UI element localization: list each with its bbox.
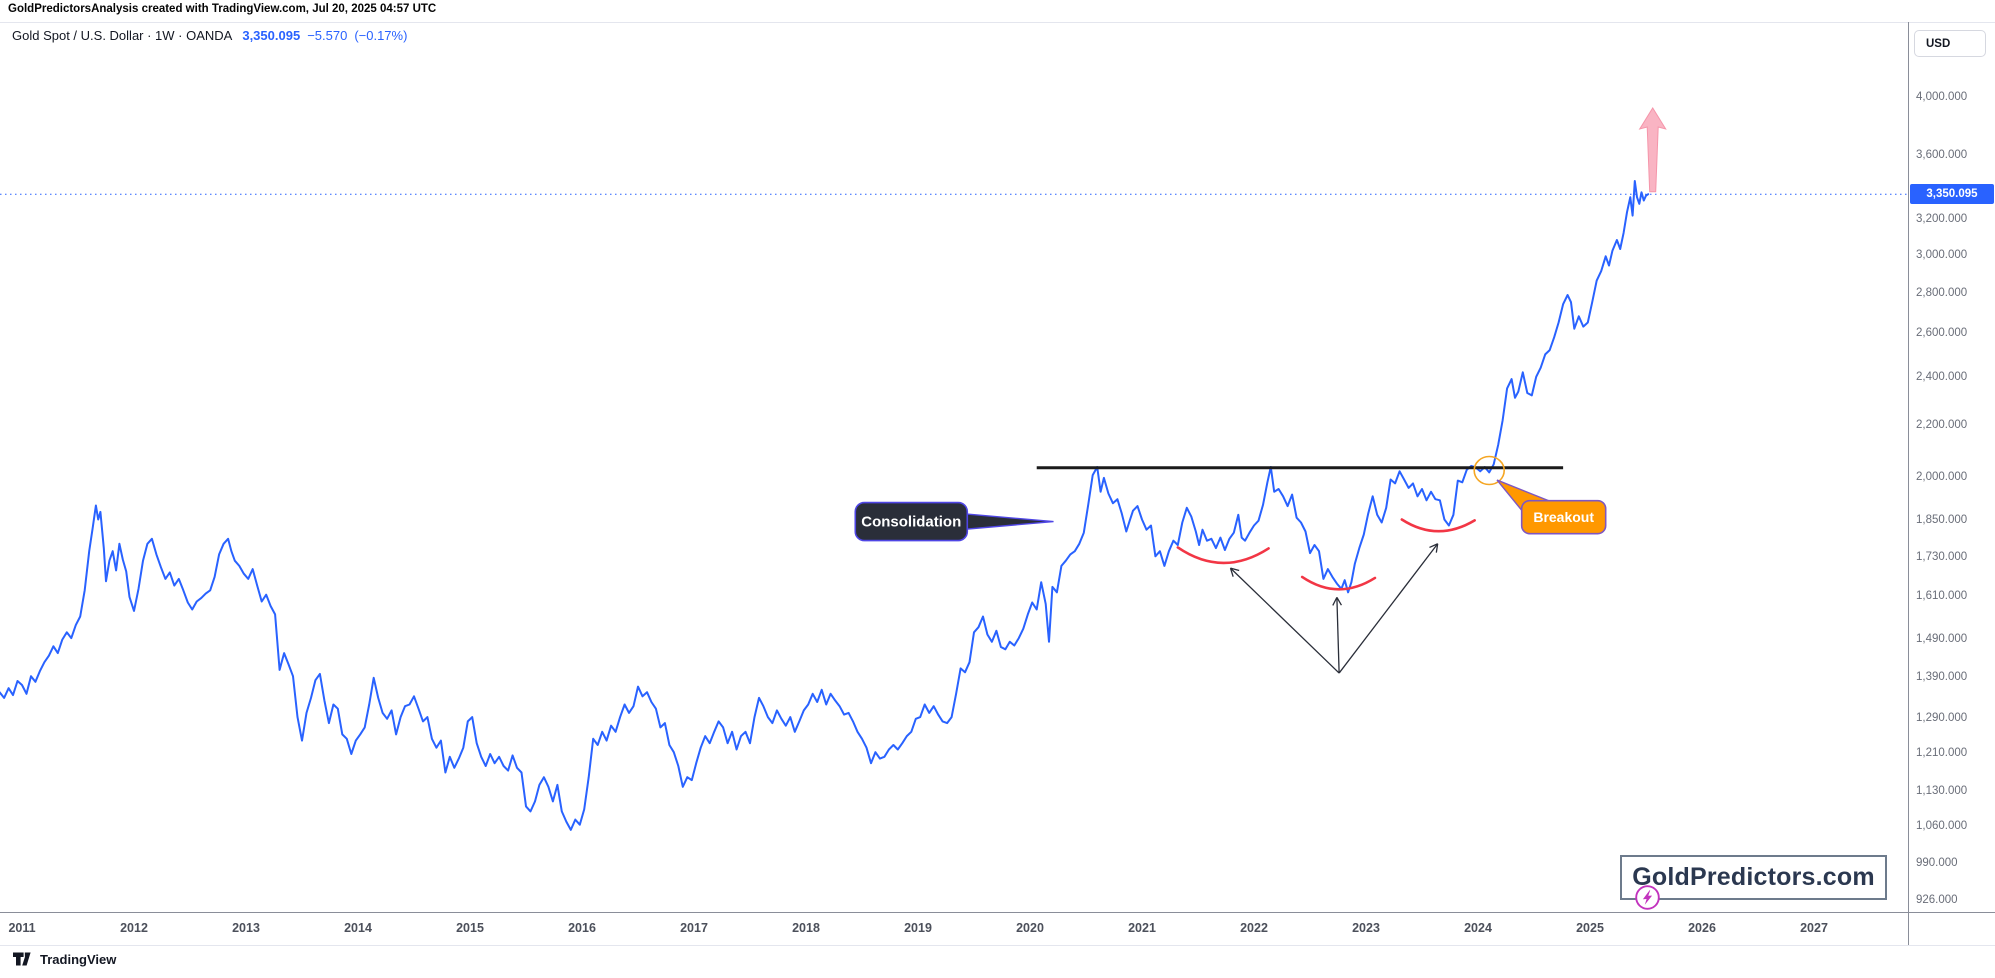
cup-arc-drawing-1[interactable] bbox=[1176, 546, 1270, 565]
price-tick-1060: 1,060.000 bbox=[1916, 819, 1968, 832]
pointer-arrow-head bbox=[1429, 543, 1438, 549]
price-change: −5.570 bbox=[307, 28, 348, 43]
price-tick-3200: 3,200.000 bbox=[1916, 213, 1968, 226]
price-tick-3600: 3,600.000 bbox=[1916, 148, 1968, 161]
breakout-callout-label: Breakout bbox=[1533, 509, 1594, 525]
consolidation-callout-box[interactable] bbox=[854, 501, 969, 542]
current-price-label: 3,350.095 bbox=[1910, 184, 1994, 205]
time-axis[interactable]: 2011 2012 2013 2014 2015 2016 2017 2018 2019 2020… bbox=[0, 913, 1908, 945]
price-change-percent: (−0.17%) bbox=[354, 28, 408, 43]
price-tick-1850: 1,850.000 bbox=[1916, 514, 1968, 527]
year-tick-2025: 2025 bbox=[1576, 921, 1604, 935]
currency-button-label: USD bbox=[1926, 37, 1951, 50]
watermark-goldpredictors[interactable]: GoldPredictors.com bbox=[1620, 855, 1887, 900]
pointer-arrow-head bbox=[1230, 567, 1240, 572]
price-tick-926: 926.000 bbox=[1916, 893, 1958, 906]
year-tick-2026: 2026 bbox=[1688, 921, 1716, 935]
cup-arc-drawing-3[interactable] bbox=[1400, 518, 1476, 533]
year-tick-2022: 2022 bbox=[1240, 921, 1268, 935]
watermark-text: GoldPredictors.com bbox=[1632, 863, 1875, 891]
year-tick-2019: 2019 bbox=[904, 921, 932, 935]
pointer-arrow-head bbox=[1229, 567, 1234, 577]
lightning-badge[interactable] bbox=[1634, 884, 1661, 916]
year-tick-2020: 2020 bbox=[1016, 921, 1044, 935]
price-series-line[interactable] bbox=[0, 180, 1650, 831]
year-tick-2024: 2024 bbox=[1464, 921, 1492, 935]
tradingview-logo-text[interactable]: TradingView bbox=[40, 951, 117, 967]
price-tick-1130: 1,130.000 bbox=[1916, 784, 1968, 797]
price-tick-2400: 2,400.000 bbox=[1916, 371, 1968, 384]
symbol-bar[interactable]: Gold Spot / U.S. Dollar · 1W · OANDA 3,35… bbox=[12, 28, 414, 43]
pointer-arrow-head bbox=[1435, 543, 1439, 553]
year-tick-2014: 2014 bbox=[344, 921, 372, 935]
year-tick-2018: 2018 bbox=[792, 921, 820, 935]
price-tick-2600: 2,600.000 bbox=[1916, 327, 1968, 340]
price-tick-1290: 1,290.000 bbox=[1916, 711, 1968, 724]
pointer-arrow-1[interactable] bbox=[1230, 567, 1340, 674]
price-tick-2200: 2,200.000 bbox=[1916, 419, 1968, 432]
price-tick-1610: 1,610.000 bbox=[1916, 590, 1968, 603]
year-tick-2017: 2017 bbox=[680, 921, 708, 935]
price-tick-2800: 2,800.000 bbox=[1916, 286, 1968, 299]
price-tick-3000: 3,000.000 bbox=[1916, 248, 1968, 261]
projection-up-arrow[interactable] bbox=[1638, 107, 1667, 193]
pointer-arrow-2[interactable] bbox=[1336, 597, 1340, 674]
price-tick-1210: 1,210.000 bbox=[1916, 747, 1968, 760]
current-price-value: 3,350.095 bbox=[1926, 188, 1978, 201]
year-tick-2011: 2011 bbox=[8, 921, 36, 935]
price-tick-1730: 1,730.000 bbox=[1916, 550, 1968, 563]
footer: TradingView bbox=[13, 950, 116, 968]
consolidation-callout-label: Consolidation bbox=[861, 514, 961, 531]
year-tick-2012: 2012 bbox=[120, 921, 148, 935]
year-tick-2016: 2016 bbox=[568, 921, 596, 935]
price-tick-1490: 1,490.000 bbox=[1916, 632, 1968, 645]
price-tick-2000: 2,000.000 bbox=[1916, 471, 1968, 484]
consolidation-callout-tail bbox=[960, 512, 1054, 531]
year-tick-2027: 2027 bbox=[1800, 921, 1828, 935]
price-axis-border bbox=[1908, 22, 1909, 945]
year-tick-2023: 2023 bbox=[1352, 921, 1380, 935]
price-tick-4000: 4,000.000 bbox=[1916, 90, 1968, 103]
price-tick-1390: 1,390.000 bbox=[1916, 671, 1968, 683]
lightning-icon bbox=[1635, 885, 1660, 910]
breakout-circle-drawing[interactable] bbox=[1473, 455, 1505, 486]
price-axis[interactable]: USD 4,000.000 3,600.000 3,200.000 3,000.000… bbox=[1909, 22, 1995, 912]
currency-button[interactable]: USD bbox=[1914, 30, 1986, 57]
time-axis-border bbox=[0, 912, 1995, 913]
footer-separator bbox=[0, 945, 1995, 946]
year-tick-2015: 2015 bbox=[456, 921, 484, 935]
year-tick-2013: 2013 bbox=[232, 921, 260, 935]
cup-arc-drawing-2[interactable] bbox=[1300, 575, 1377, 591]
pointer-arrow-head bbox=[1336, 597, 1342, 606]
export-note: GoldPredictorsAnalysis created with Trad… bbox=[8, 3, 437, 15]
year-tick-2021: 2021 bbox=[1128, 921, 1156, 935]
breakout-callout-box[interactable] bbox=[1520, 499, 1607, 535]
header-separator bbox=[0, 22, 1995, 23]
pointer-arrow-3[interactable] bbox=[1338, 543, 1439, 674]
last-price: 3,350.095 bbox=[242, 28, 301, 43]
pointer-arrow-head bbox=[1332, 597, 1338, 606]
price-tick-990: 990.000 bbox=[1916, 857, 1958, 870]
symbol-title[interactable]: Gold Spot / U.S. Dollar · 1W · OANDA bbox=[12, 28, 233, 43]
tradingview-logo-icon[interactable] bbox=[13, 950, 34, 968]
